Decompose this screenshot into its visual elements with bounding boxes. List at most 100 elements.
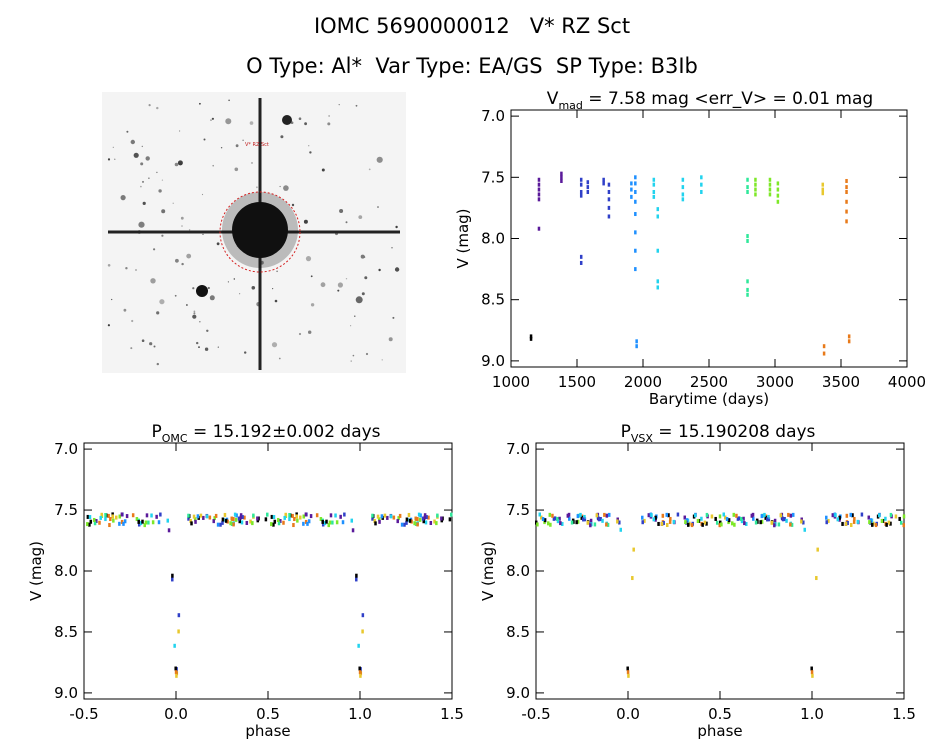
data-point (714, 516, 717, 521)
data-point (350, 518, 354, 523)
data-point (234, 517, 238, 522)
field-star (227, 281, 229, 283)
data-point (421, 516, 425, 521)
data-point (845, 209, 848, 214)
data-point (279, 519, 282, 524)
field-star (228, 99, 230, 102)
x-tick-label: 0.0 (164, 705, 188, 723)
data-point (166, 518, 170, 523)
field-star (310, 303, 315, 307)
x-tick-label: 3000 (756, 373, 794, 391)
field-star (150, 278, 156, 284)
phase-omc-title: POMC = 15.192±0.002 days (151, 422, 380, 445)
data-point (223, 512, 227, 517)
data-point (358, 666, 361, 671)
data-point (147, 520, 150, 525)
data-point (582, 517, 585, 522)
field-star (298, 332, 302, 336)
x-tick-label: 2500 (690, 373, 728, 391)
field-star (180, 216, 184, 220)
data-point (396, 519, 399, 524)
data-point (681, 185, 685, 190)
data-point (773, 523, 776, 528)
field-star (309, 151, 312, 154)
data-point (529, 334, 533, 339)
field-star (276, 270, 278, 273)
data-point (657, 521, 660, 526)
x-tick-label: 4000 (888, 373, 926, 391)
data-point (656, 207, 660, 212)
data-point (586, 185, 590, 190)
data-point (376, 514, 380, 519)
field-star (125, 267, 128, 270)
target-circle (219, 191, 301, 273)
data-point (746, 185, 749, 190)
field-star (210, 119, 212, 121)
field-star (280, 135, 284, 139)
field-star (339, 209, 344, 213)
data-point (561, 521, 564, 526)
data-point (791, 512, 795, 517)
field-star (123, 308, 127, 312)
y-tick-label: 8.0 (481, 230, 505, 248)
data-point (746, 177, 749, 182)
data-point (605, 522, 608, 527)
data-point (845, 189, 848, 194)
data-point (319, 517, 323, 522)
data-point (187, 513, 190, 518)
data-point (647, 513, 651, 518)
field-star (156, 171, 158, 174)
phase-vsx-panel: PVSX = 15.190208 days -0.5 0.0 0.5 1.0 1.5 7.… (479, 422, 916, 740)
field-star (199, 102, 201, 105)
data-point (115, 515, 118, 520)
title-sub: VSX (631, 432, 654, 445)
field-star (149, 342, 153, 346)
data-point (745, 521, 748, 526)
field-star (305, 256, 312, 262)
data-point (750, 513, 754, 518)
data-point (435, 521, 438, 526)
data-point (619, 527, 622, 532)
data-point (754, 182, 757, 187)
field-star (360, 254, 365, 259)
data-point (537, 182, 541, 187)
data-point (849, 522, 853, 527)
x-tick-label: -0.5 (521, 705, 550, 723)
data-point (213, 516, 216, 521)
data-point (576, 514, 580, 519)
data-point (785, 518, 788, 523)
field-star (283, 185, 289, 191)
data-point (685, 518, 689, 523)
data-point (845, 219, 848, 224)
data-point (878, 513, 881, 518)
y-tick-label: 9.0 (54, 684, 78, 702)
x-tick-label: 1.5 (892, 705, 916, 723)
data-point (235, 513, 238, 518)
data-point (825, 520, 828, 525)
data-point (885, 522, 888, 527)
field-star (338, 104, 340, 106)
data-point (831, 513, 835, 518)
data-point (570, 520, 574, 525)
data-point (754, 192, 757, 197)
field-star (337, 289, 340, 292)
data-point (339, 514, 342, 519)
data-point (537, 192, 541, 197)
data-point (856, 519, 860, 524)
y-axis-label: V (mag) (27, 541, 45, 601)
data-point (652, 182, 656, 187)
data-point (627, 673, 630, 678)
data-point (196, 514, 200, 519)
data-point (730, 521, 734, 526)
y-tick-label: 8.5 (481, 291, 505, 309)
data-point (429, 520, 433, 525)
data-point (341, 520, 345, 525)
data-point (334, 513, 337, 518)
data-point (95, 519, 98, 524)
data-point (871, 522, 874, 527)
data-point (853, 516, 856, 521)
plot-frame (510, 109, 908, 368)
data-point (256, 516, 259, 521)
data-point (669, 516, 672, 521)
field-star (225, 118, 232, 125)
